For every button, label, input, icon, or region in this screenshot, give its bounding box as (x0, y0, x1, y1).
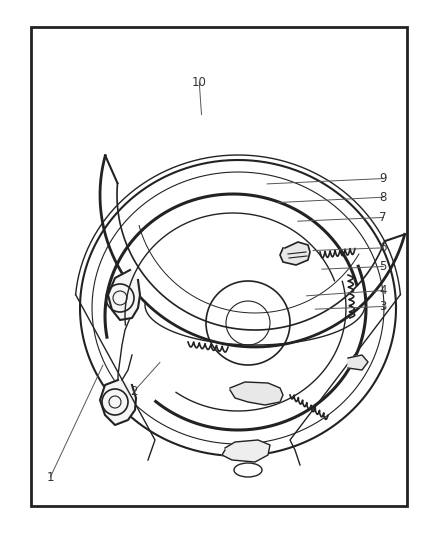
Polygon shape (230, 382, 283, 405)
Polygon shape (222, 440, 270, 462)
Bar (31, 27, 407, 506)
Text: 4: 4 (379, 284, 387, 297)
Polygon shape (108, 270, 140, 320)
Text: 5: 5 (380, 260, 387, 273)
Text: 6: 6 (379, 241, 387, 254)
Text: 10: 10 (192, 76, 207, 89)
Polygon shape (348, 355, 368, 370)
Polygon shape (100, 380, 136, 425)
Text: 2: 2 (130, 385, 138, 398)
Text: 1: 1 (46, 471, 54, 483)
Text: 7: 7 (379, 211, 387, 224)
Polygon shape (280, 242, 310, 265)
Text: 8: 8 (380, 191, 387, 204)
Text: 3: 3 (380, 300, 387, 313)
Text: 9: 9 (379, 172, 387, 185)
